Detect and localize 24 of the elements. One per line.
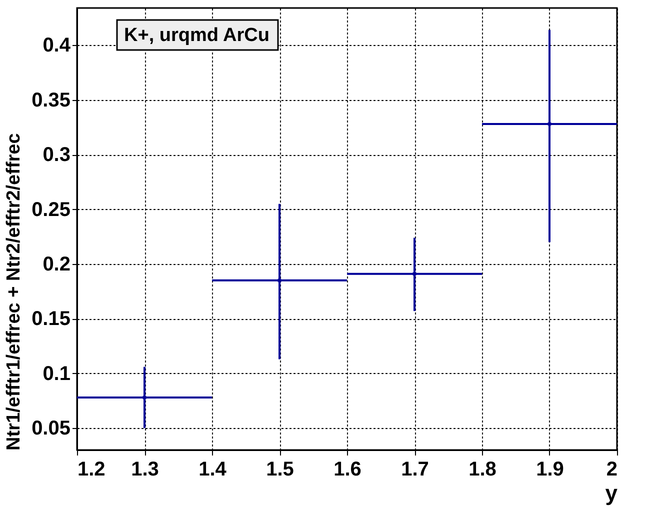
- x-tick-label: 1.6: [334, 458, 362, 480]
- x-tick-label: 1.7: [401, 458, 429, 480]
- point: [277, 278, 282, 283]
- y-tick-label: 0.4: [42, 34, 72, 57]
- point: [412, 272, 417, 276]
- x-tick-label: 1.5: [266, 458, 294, 480]
- x-tick-label: 1.2: [78, 458, 106, 480]
- y-tick-label: 0.3: [42, 144, 70, 166]
- y-tick-label: 0.05: [32, 418, 70, 440]
- point: [142, 395, 147, 400]
- y-tick-label: 0.25: [32, 198, 70, 221]
- y-tick-label: 0.1: [42, 362, 70, 385]
- annotation: K+, urqmd ArCu: [124, 25, 270, 46]
- x-tick-label: 1.4: [198, 458, 228, 480]
- x-tick-label: 2: [606, 458, 618, 480]
- x-tick-label: 1.3: [131, 458, 159, 480]
- y-tick-label: 0.15: [32, 308, 70, 330]
- x-tick-label: 1.9: [536, 458, 564, 480]
- x-axis-title: y: [605, 480, 618, 506]
- y-tick-label: 0.2: [42, 254, 70, 276]
- x-tick-label: 1.8: [468, 458, 496, 480]
- y-tick-label: 0.35: [32, 89, 70, 112]
- point: [547, 122, 552, 126]
- y-axis-title: Ntr1/efftr1/effrec + Ntr2/efftr2/effrec: [4, 132, 25, 450]
